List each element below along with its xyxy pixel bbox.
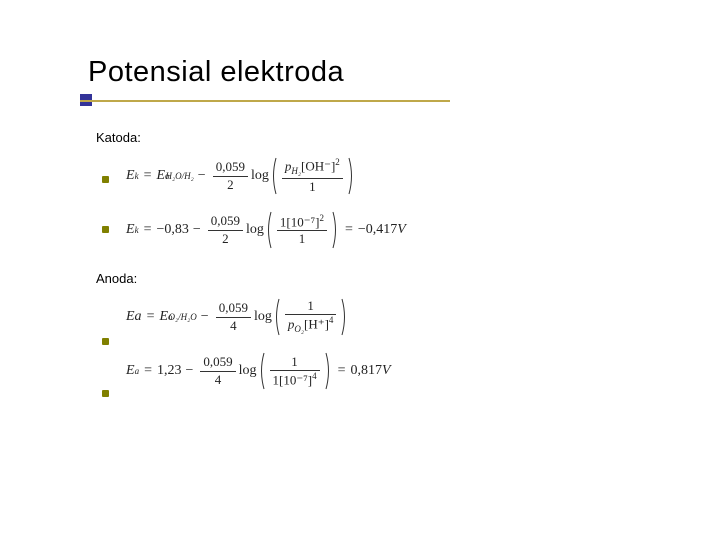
katoda-eq1: Ek = EoH₂O/H₂ − 0,059 2 log pH₂[OH⁻]2 1 bbox=[126, 157, 656, 195]
right-paren-icon bbox=[347, 157, 355, 195]
bullet-icon bbox=[102, 176, 109, 183]
anoda-label: Anoda: bbox=[96, 271, 656, 286]
bullet-icon bbox=[102, 338, 109, 345]
anoda-eq1: Ea = EoO₂/H₂O − 0,059 4 log 1 pO₂[H⁺]4 bbox=[126, 298, 656, 336]
bullet-icon bbox=[102, 226, 109, 233]
log-arg-fraction: pH₂[OH⁻]2 1 bbox=[282, 157, 343, 195]
anoda-eq2: Ea = 1,23 − 0,059 4 log 1 1[10⁻⁷]4 = 0,8… bbox=[126, 352, 656, 390]
katoda-eq2: Ek = −0,83 − 0,059 2 log 1[10⁻⁷]2 1 = −0… bbox=[126, 211, 656, 249]
slide-body: Katoda: Ek = EoH₂O/H₂ − 0,059 2 log pH₂[… bbox=[96, 130, 656, 406]
bullet-icon bbox=[102, 390, 109, 397]
left-paren-icon bbox=[270, 157, 278, 195]
slide-title-block: Potensial elektroda bbox=[88, 56, 344, 89]
slide-title: Potensial elektroda bbox=[88, 56, 344, 89]
coef-fraction: 0,059 2 bbox=[213, 159, 248, 193]
katoda-label: Katoda: bbox=[96, 130, 656, 145]
title-underline bbox=[80, 100, 450, 102]
